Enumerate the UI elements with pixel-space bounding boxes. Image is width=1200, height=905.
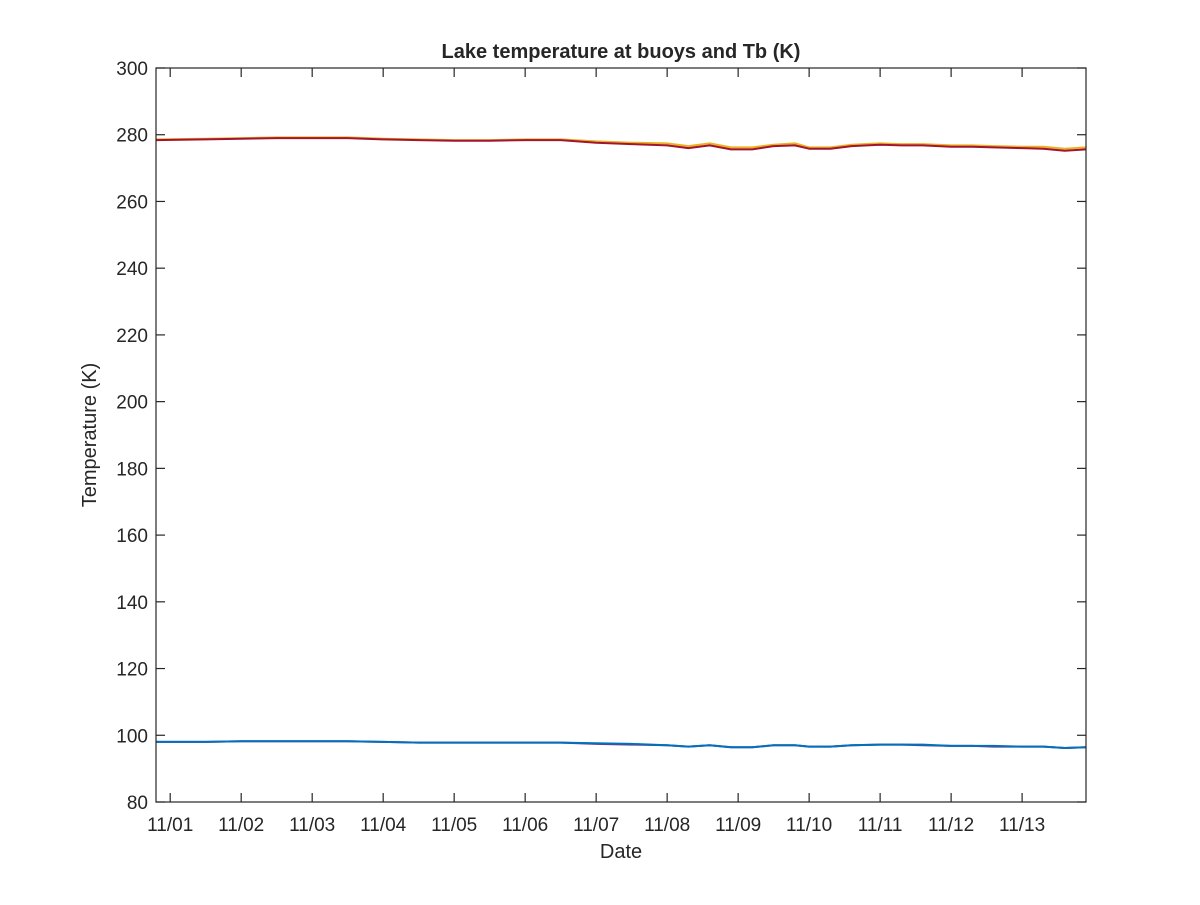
x-tick-label: 11/04 — [360, 815, 407, 836]
y-tick-label: 80 — [127, 793, 148, 814]
x-tick-label: 11/09 — [715, 815, 761, 836]
plot-area — [156, 68, 1086, 802]
series-line-4 — [156, 740, 1087, 749]
y-tick-label: 280 — [116, 126, 148, 147]
y-tick-label: 180 — [116, 459, 148, 480]
x-tick-label: 11/01 — [147, 815, 193, 836]
x-tick-label: 11/07 — [573, 815, 619, 836]
ticks-layer: 80 100 120 140 160 180 200 220 240 260 280 300 11/01… — [116, 59, 1086, 836]
x-tick-label: 11/11 — [858, 815, 903, 836]
y-tick-label: 220 — [116, 326, 148, 347]
x-tick-label: 11/10 — [786, 815, 832, 836]
y-tick-label: 300 — [116, 59, 148, 80]
y-tick-label: 100 — [116, 726, 148, 747]
x-axis-label: Date — [600, 841, 642, 863]
y-axis-label: Temperature (K) — [79, 363, 101, 508]
y-tick-label: 260 — [116, 192, 148, 213]
chart-title: Lake temperature at buoys and Tb (K) — [442, 41, 801, 63]
y-tick-label: 240 — [116, 259, 148, 280]
x-tick-label: 11/08 — [644, 815, 690, 836]
x-tick-label: 11/06 — [502, 815, 548, 836]
y-tick-label: 160 — [116, 526, 148, 547]
axes-box — [155, 67, 1087, 803]
y-tick-label: 120 — [116, 660, 148, 681]
series-line-2 — [155, 137, 1087, 152]
x-tick-label: 11/03 — [289, 815, 335, 836]
x-tick-label: 11/02 — [218, 815, 264, 836]
x-tick-label: 11/12 — [928, 815, 974, 836]
y-tick-label: 140 — [116, 593, 148, 614]
series-layer — [155, 136, 1087, 749]
x-tick-label: 11/05 — [431, 815, 477, 836]
x-tick-label: 11/13 — [999, 815, 1045, 836]
y-tick-label: 200 — [116, 393, 148, 414]
